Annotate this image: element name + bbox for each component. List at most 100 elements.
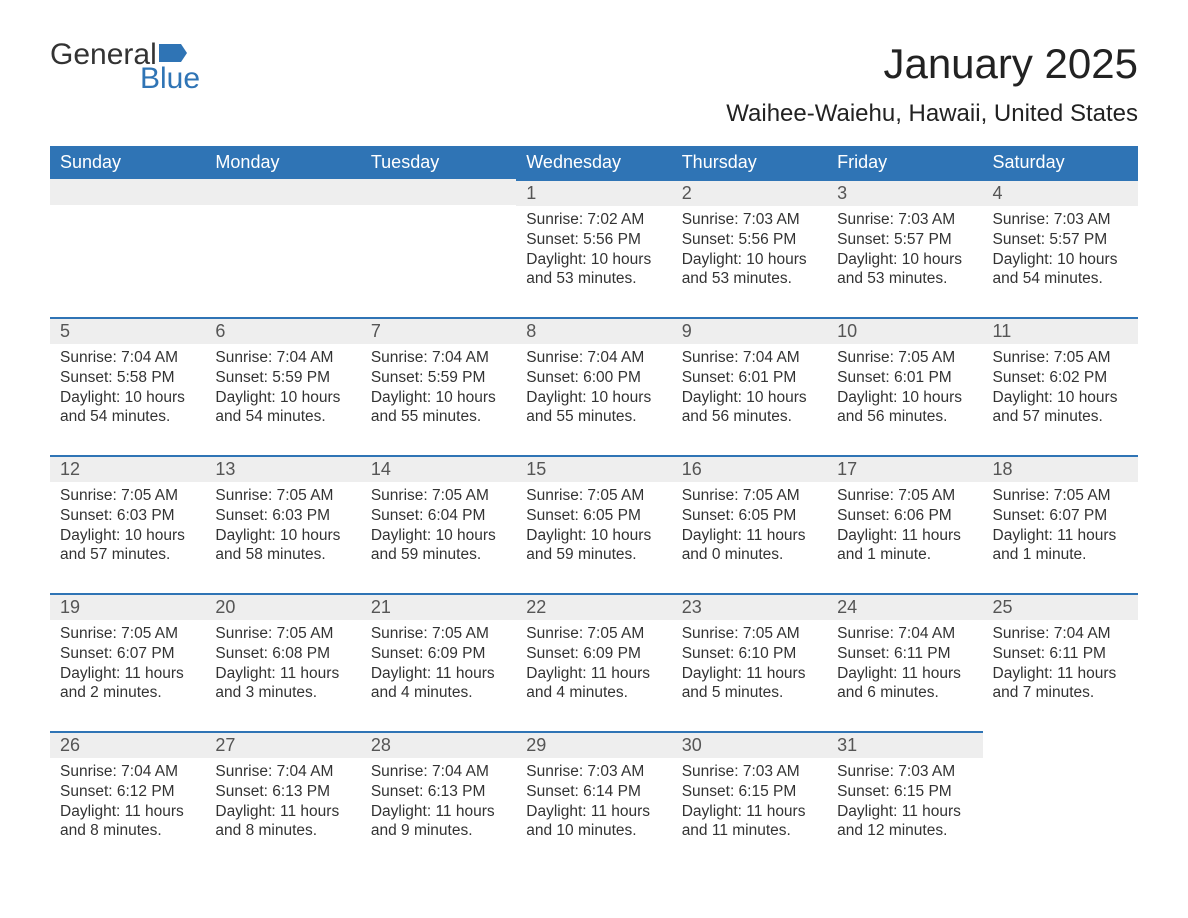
sunrise-text: Sunrise: 7:03 AM — [682, 762, 817, 782]
calendar-cell: 1Sunrise: 7:02 AMSunset: 5:56 PMDaylight… — [516, 179, 671, 317]
brand-word2: Blue — [50, 64, 200, 94]
sunset-text: Sunset: 6:11 PM — [837, 644, 972, 664]
daylight-text-line2: and 6 minutes. — [837, 683, 972, 703]
day-number: 28 — [361, 731, 516, 758]
sunrise-text: Sunrise: 7:05 AM — [682, 486, 817, 506]
daylight-text-line2: and 12 minutes. — [837, 821, 972, 841]
sunset-text: Sunset: 6:14 PM — [526, 782, 661, 802]
calendar-cell: 25Sunrise: 7:04 AMSunset: 6:11 PMDayligh… — [983, 593, 1138, 731]
day-number: 29 — [516, 731, 671, 758]
daylight-text-line2: and 4 minutes. — [526, 683, 661, 703]
sunrise-text: Sunrise: 7:03 AM — [993, 210, 1128, 230]
sunset-text: Sunset: 5:56 PM — [526, 230, 661, 250]
daylight-text-line1: Daylight: 11 hours — [993, 526, 1128, 546]
daylight-text-line2: and 59 minutes. — [371, 545, 506, 565]
sunset-text: Sunset: 6:10 PM — [682, 644, 817, 664]
day-number: 6 — [205, 317, 360, 344]
day-details: Sunrise: 7:04 AMSunset: 5:59 PMDaylight:… — [205, 344, 360, 433]
calendar-cell-empty — [50, 179, 205, 317]
day-number: 22 — [516, 593, 671, 620]
day-number: 31 — [827, 731, 982, 758]
daylight-text-line1: Daylight: 10 hours — [215, 388, 350, 408]
daylight-text-line1: Daylight: 11 hours — [215, 802, 350, 822]
weekday-header: Wednesday — [516, 146, 671, 179]
sunrise-text: Sunrise: 7:05 AM — [993, 486, 1128, 506]
sunset-text: Sunset: 6:13 PM — [215, 782, 350, 802]
calendar-cell: 8Sunrise: 7:04 AMSunset: 6:00 PMDaylight… — [516, 317, 671, 455]
daylight-text-line2: and 3 minutes. — [215, 683, 350, 703]
daylight-text-line1: Daylight: 10 hours — [682, 250, 817, 270]
calendar-cell-empty — [205, 179, 360, 317]
weekday-header: Friday — [827, 146, 982, 179]
day-details: Sunrise: 7:04 AMSunset: 5:59 PMDaylight:… — [361, 344, 516, 433]
daylight-text-line1: Daylight: 10 hours — [526, 250, 661, 270]
day-details: Sunrise: 7:05 AMSunset: 6:07 PMDaylight:… — [50, 620, 205, 709]
sunset-text: Sunset: 5:57 PM — [993, 230, 1128, 250]
daylight-text-line1: Daylight: 11 hours — [837, 802, 972, 822]
calendar-cell: 31Sunrise: 7:03 AMSunset: 6:15 PMDayligh… — [827, 731, 982, 869]
day-details: Sunrise: 7:04 AMSunset: 5:58 PMDaylight:… — [50, 344, 205, 433]
daylight-text-line2: and 59 minutes. — [526, 545, 661, 565]
daylight-text-line2: and 1 minute. — [993, 545, 1128, 565]
calendar-cell: 5Sunrise: 7:04 AMSunset: 5:58 PMDaylight… — [50, 317, 205, 455]
daylight-text-line2: and 1 minute. — [837, 545, 972, 565]
day-number: 8 — [516, 317, 671, 344]
calendar-cell: 10 Sunrise: 7:05 AMSunset: 6:01 PMDayligh… — [827, 317, 982, 455]
sunrise-text: Sunrise: 7:05 AM — [60, 486, 195, 506]
day-number: 30 — [672, 731, 827, 758]
calendar-cell: 30Sunrise: 7:03 AMSunset: 6:15 PMDayligh… — [672, 731, 827, 869]
daylight-text-line2: and 10 minutes. — [526, 821, 661, 841]
sunrise-text: Sunrise: 7:04 AM — [215, 762, 350, 782]
day-number: 24 — [827, 593, 982, 620]
day-number: 13 — [205, 455, 360, 482]
day-details: Sunrise: 7:05 AMSunset: 6:03 PMDaylight:… — [50, 482, 205, 571]
daylight-text-line1: Daylight: 11 hours — [60, 802, 195, 822]
day-number: 14 — [361, 455, 516, 482]
day-number: 15 — [516, 455, 671, 482]
calendar-cell: 19Sunrise: 7:05 AMSunset: 6:07 PMDayligh… — [50, 593, 205, 731]
day-number: 10 — [827, 317, 982, 344]
day-number: 5 — [50, 317, 205, 344]
calendar-cell: 3Sunrise: 7:03 AMSunset: 5:57 PMDaylight… — [827, 179, 982, 317]
daylight-text-line1: Daylight: 10 hours — [993, 388, 1128, 408]
calendar-cell: 22Sunrise: 7:05 AMSunset: 6:09 PMDayligh… — [516, 593, 671, 731]
daylight-text-line2: and 8 minutes. — [215, 821, 350, 841]
brand-logo: General Blue — [50, 40, 200, 94]
flag-icon — [159, 44, 187, 62]
calendar-cell: 17Sunrise: 7:05 AMSunset: 6:06 PMDayligh… — [827, 455, 982, 593]
day-number: 23 — [672, 593, 827, 620]
daylight-text-line1: Daylight: 11 hours — [371, 664, 506, 684]
calendar-week: 19Sunrise: 7:05 AMSunset: 6:07 PMDayligh… — [50, 593, 1138, 731]
sunrise-text: Sunrise: 7:05 AM — [993, 348, 1128, 368]
sunset-text: Sunset: 6:07 PM — [993, 506, 1128, 526]
daylight-text-line1: Daylight: 10 hours — [371, 388, 506, 408]
sunrise-text: Sunrise: 7:05 AM — [837, 348, 972, 368]
sunset-text: Sunset: 6:09 PM — [526, 644, 661, 664]
sunrise-text: Sunrise: 7:04 AM — [371, 762, 506, 782]
location-subtitle: Waihee-Waiehu, Hawaii, United States — [50, 100, 1138, 128]
calendar-cell: 15Sunrise: 7:05 AMSunset: 6:05 PMDayligh… — [516, 455, 671, 593]
calendar-cell: 28Sunrise: 7:04 AMSunset: 6:13 PMDayligh… — [361, 731, 516, 869]
day-details: Sunrise: 7:05 AMSunset: 6:09 PMDaylight:… — [361, 620, 516, 709]
daylight-text-line2: and 53 minutes. — [682, 269, 817, 289]
daylight-text-line1: Daylight: 11 hours — [682, 802, 817, 822]
calendar-header: SundayMondayTuesdayWednesdayThursdayFrid… — [50, 146, 1138, 179]
sunrise-text: Sunrise: 7:04 AM — [837, 624, 972, 644]
daylight-text-line2: and 56 minutes. — [837, 407, 972, 427]
sunset-text: Sunset: 6:11 PM — [993, 644, 1128, 664]
day-number: 4 — [983, 179, 1138, 206]
daylight-text-line2: and 56 minutes. — [682, 407, 817, 427]
calendar-week: 26Sunrise: 7:04 AMSunset: 6:12 PMDayligh… — [50, 731, 1138, 869]
day-number: 9 — [672, 317, 827, 344]
day-details: Sunrise: 7:05 AMSunset: 6:07 PMDaylight:… — [983, 482, 1138, 571]
sunrise-text: Sunrise: 7:05 AM — [60, 624, 195, 644]
sunrise-text: Sunrise: 7:03 AM — [837, 762, 972, 782]
daylight-text-line2: and 9 minutes. — [371, 821, 506, 841]
daylight-text-line1: Daylight: 10 hours — [526, 526, 661, 546]
sunset-text: Sunset: 6:01 PM — [682, 368, 817, 388]
calendar-cell: 12Sunrise: 7:05 AMSunset: 6:03 PMDayligh… — [50, 455, 205, 593]
daylight-text-line1: Daylight: 11 hours — [526, 802, 661, 822]
sunrise-text: Sunrise: 7:05 AM — [215, 624, 350, 644]
daylight-text-line1: Daylight: 10 hours — [837, 388, 972, 408]
sunset-text: Sunset: 6:01 PM — [837, 368, 972, 388]
